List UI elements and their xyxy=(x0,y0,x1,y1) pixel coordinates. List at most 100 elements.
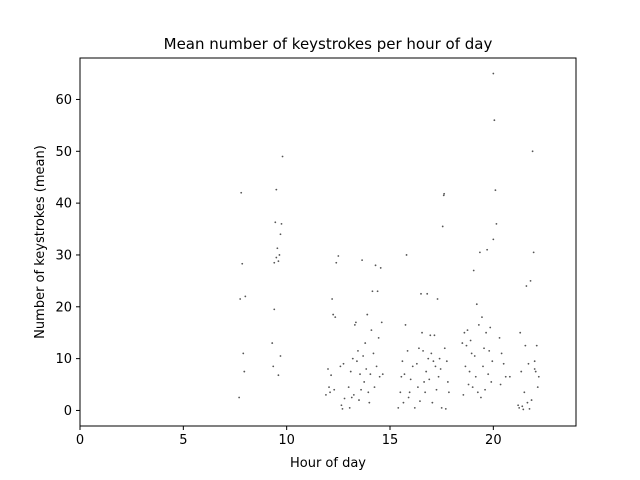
scatter-point xyxy=(437,375,440,378)
scatter-point xyxy=(241,262,244,265)
scatter-point xyxy=(433,334,436,337)
scatter-point xyxy=(420,292,422,295)
scatter-point xyxy=(476,391,479,394)
scatter-point xyxy=(371,290,374,293)
plot-frame xyxy=(79,57,577,427)
scatter-point xyxy=(492,72,495,75)
scatter-point xyxy=(483,347,485,350)
scatter-point xyxy=(523,391,526,394)
scatter-point xyxy=(273,308,276,311)
scatter-point xyxy=(474,375,477,378)
scatter-point xyxy=(443,347,446,350)
scatter-point xyxy=(274,221,277,224)
scatter-point xyxy=(277,260,280,263)
scatter-point xyxy=(424,391,427,394)
scatter-point xyxy=(491,360,494,363)
scatter-point xyxy=(413,406,416,409)
scatter-point xyxy=(367,391,370,394)
scatter-point xyxy=(533,368,536,370)
y-axis-label: Number of keystrokes (mean) xyxy=(33,145,48,339)
scatter-point xyxy=(399,391,402,394)
scatter-point xyxy=(415,362,418,365)
scatter-point xyxy=(276,247,279,250)
scatter-point xyxy=(537,375,540,378)
scatter-point xyxy=(361,259,363,262)
scatter-point xyxy=(534,370,537,373)
scatter-point xyxy=(442,194,445,197)
scatter-point xyxy=(244,295,247,298)
chart-title: Mean number of keystrokes per hour of da… xyxy=(164,35,493,53)
scatter-point xyxy=(362,355,365,357)
scatter-point xyxy=(443,192,446,195)
x-tick-label: 10 xyxy=(278,433,295,448)
scatter-point xyxy=(488,349,491,352)
scatter-point xyxy=(484,388,486,391)
scatter-point xyxy=(353,324,356,326)
scatter-point xyxy=(528,407,531,410)
scatter-point xyxy=(438,357,441,360)
scatter-points xyxy=(238,72,540,411)
scatter-point xyxy=(404,324,407,326)
x-tick-label: 0 xyxy=(76,433,84,448)
y-tick-label: 10 xyxy=(55,352,72,367)
scatter-point xyxy=(480,396,482,399)
scatter-point xyxy=(435,388,438,391)
scatter-point xyxy=(525,285,528,287)
scatter-point xyxy=(280,222,283,225)
y-tick-label: 0 xyxy=(64,404,72,419)
y-axis: 0 10 20 30 40 50 60 xyxy=(55,93,80,419)
scatter-point xyxy=(481,316,483,319)
scatter-point xyxy=(334,316,337,319)
scatter-point xyxy=(504,375,507,378)
scatter-point xyxy=(479,251,481,254)
scatter-point xyxy=(490,381,493,383)
scatter-point xyxy=(430,352,433,355)
scatter-point xyxy=(466,329,469,332)
scatter-point xyxy=(529,279,532,282)
scatter-point xyxy=(377,336,380,339)
scatter-point xyxy=(446,381,449,383)
scatter-point xyxy=(368,401,371,404)
scatter-point xyxy=(351,357,354,360)
scatter-point xyxy=(380,321,383,324)
scatter-point xyxy=(409,378,412,381)
scatter-point xyxy=(489,326,492,329)
scatter-point xyxy=(444,407,447,410)
scatter-point xyxy=(239,298,242,300)
scatter-point xyxy=(333,388,336,391)
scatter-point xyxy=(492,238,495,241)
scatter-point xyxy=(536,386,539,389)
scatter-point xyxy=(275,256,278,259)
scatter-point xyxy=(463,331,466,334)
scatter-point xyxy=(473,355,476,357)
scatter-point xyxy=(471,386,474,389)
scatter-point xyxy=(356,360,358,363)
scatter-point xyxy=(498,336,501,339)
scatter-point xyxy=(419,400,421,403)
scatter-point xyxy=(350,396,353,399)
scatter-point xyxy=(279,233,282,236)
scatter-point xyxy=(408,391,411,394)
scatter-point xyxy=(332,313,335,316)
x-tick-label: 15 xyxy=(382,433,399,448)
scatter-point xyxy=(461,342,464,344)
scatter-point xyxy=(341,407,344,410)
scatter-point xyxy=(278,254,281,256)
scatter-point xyxy=(482,365,484,368)
scatter-point xyxy=(376,290,379,293)
scatter-point xyxy=(486,248,489,251)
scatter-point xyxy=(432,360,435,363)
scatter-point xyxy=(477,324,480,326)
scatter-point xyxy=(357,349,359,352)
scatter-point xyxy=(520,370,523,373)
scatter-point xyxy=(375,365,378,368)
y-tick-label: 60 xyxy=(55,93,72,108)
scatter-point xyxy=(329,391,331,394)
scatter-point xyxy=(485,331,487,334)
scatter-point xyxy=(441,225,444,228)
scatter-point xyxy=(427,357,430,360)
scatter-point xyxy=(495,222,498,225)
scatter-point xyxy=(521,405,524,408)
